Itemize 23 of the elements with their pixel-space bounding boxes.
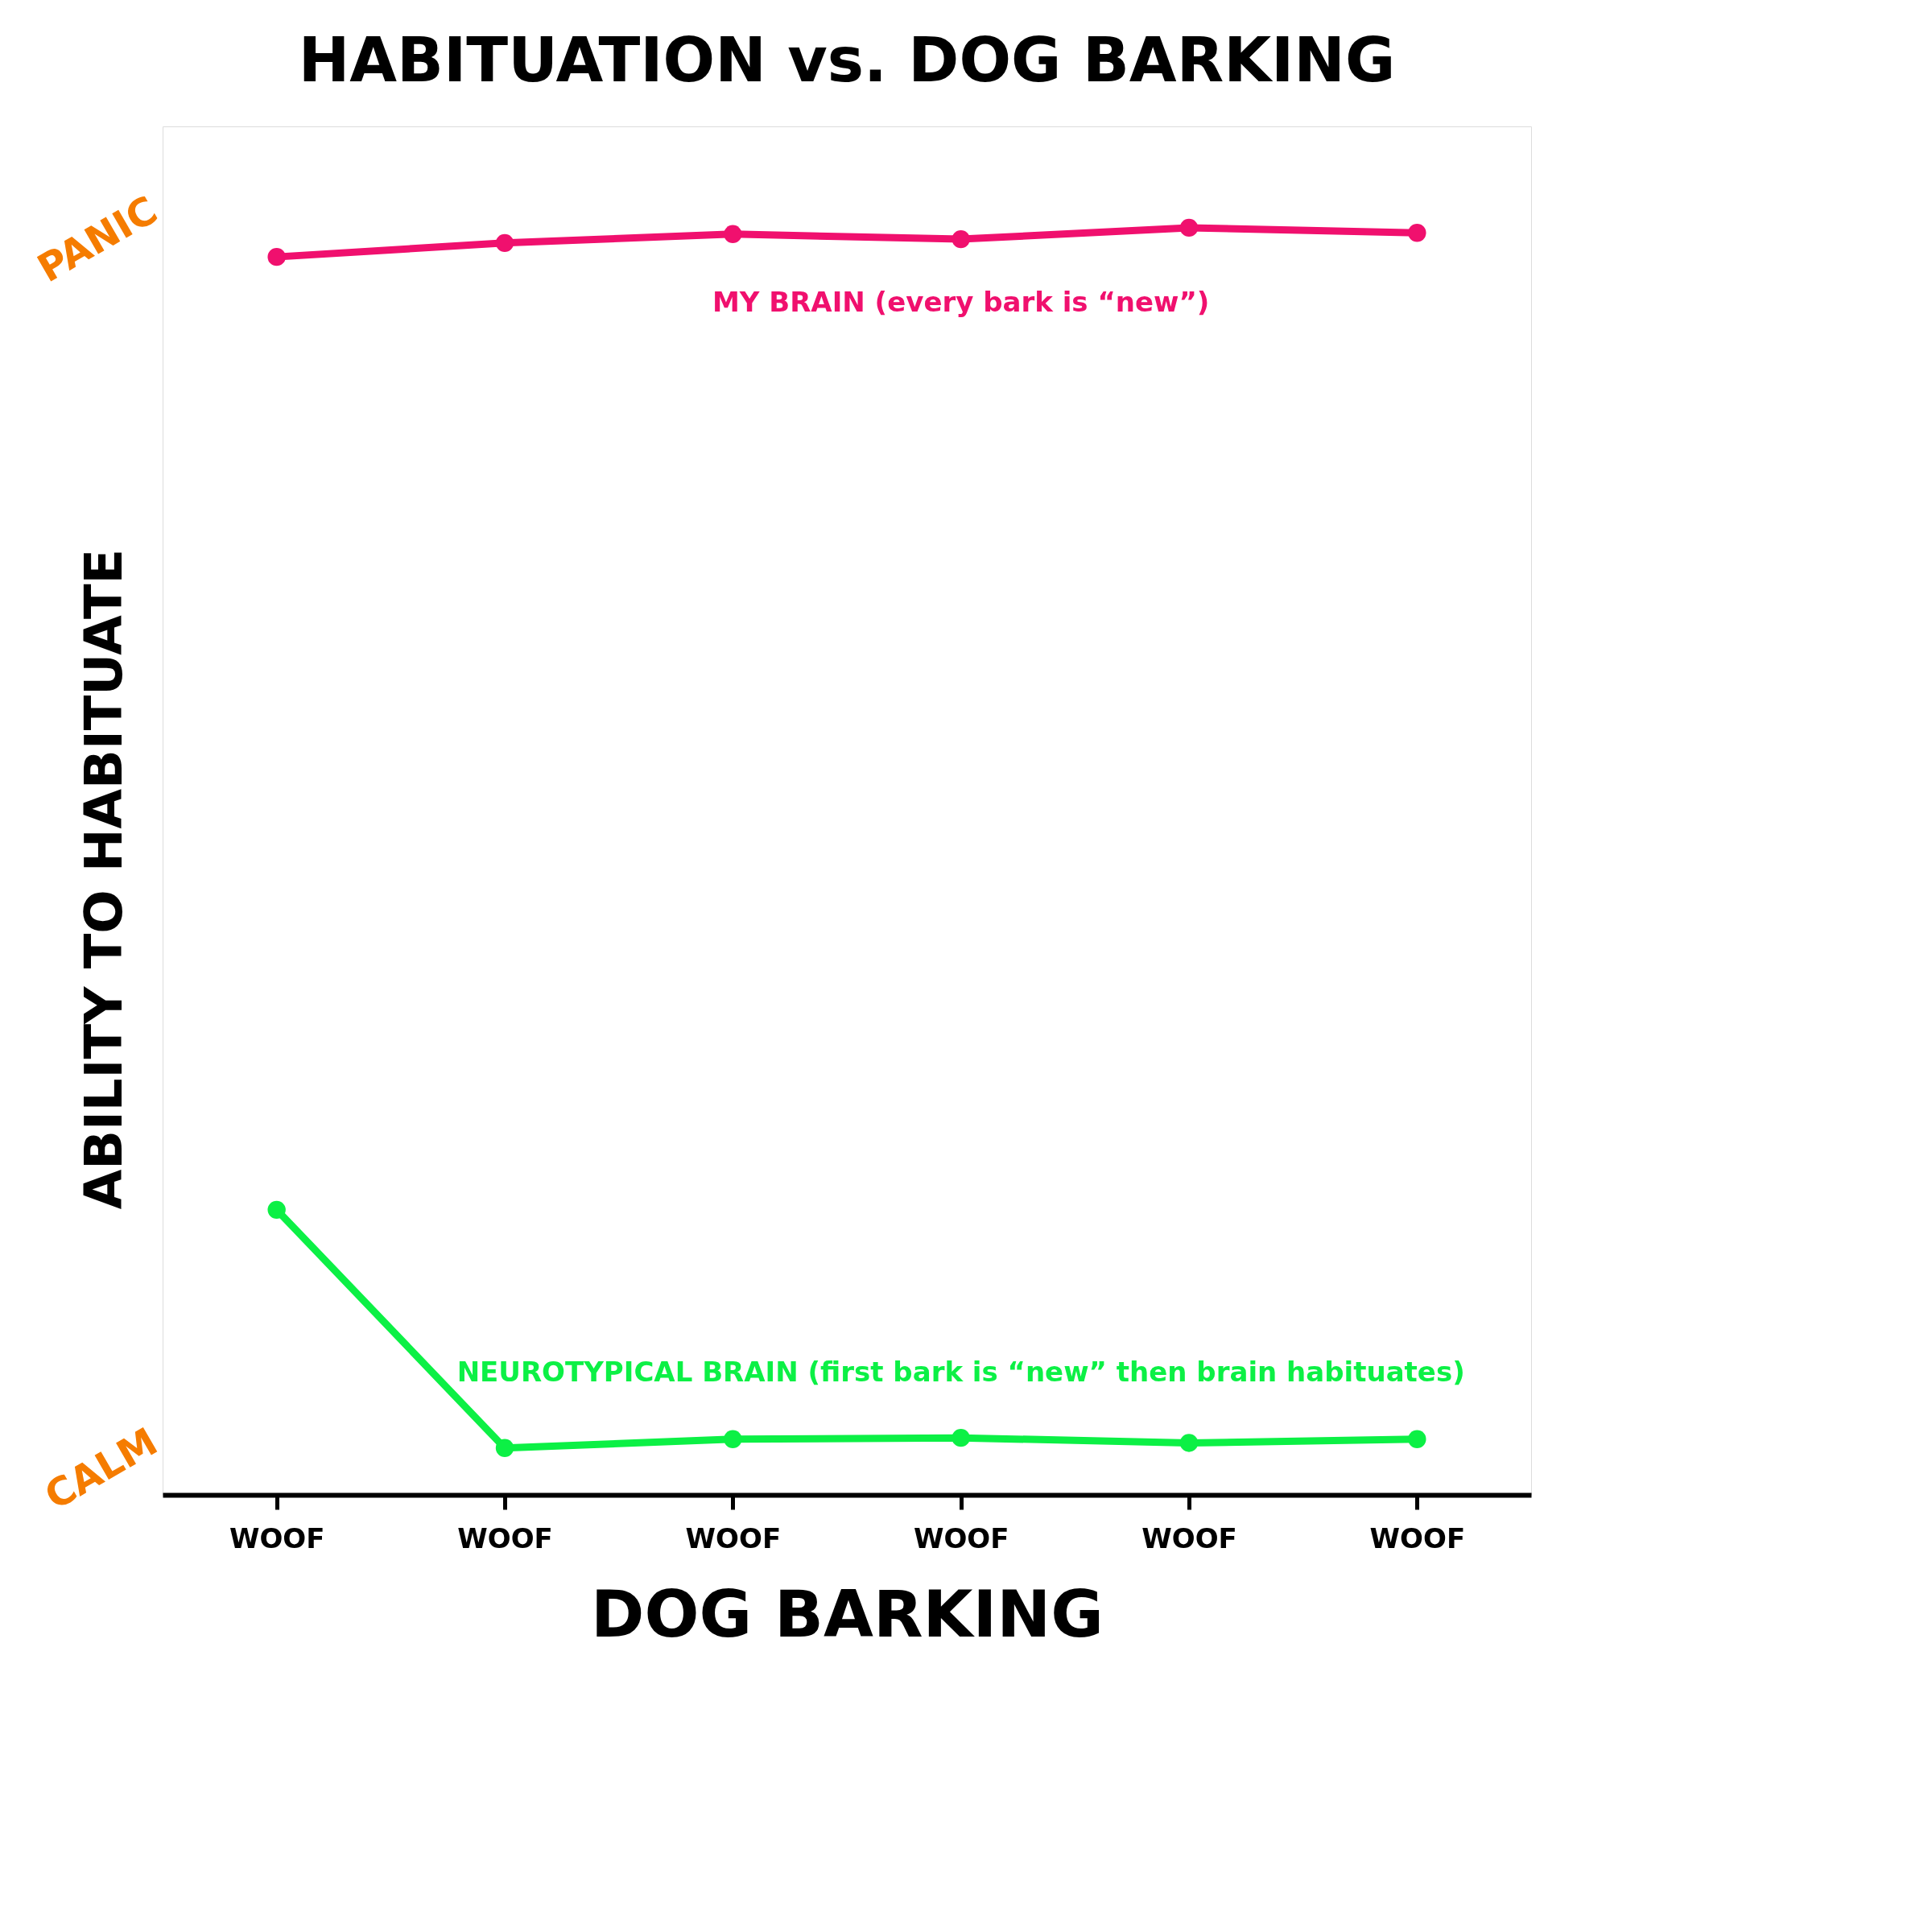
series-label: NEUROTYPICAL BRAIN (first bark is “new” then brain habituates) <box>456 1356 1465 1389</box>
x-axis-title: DOG BARKING <box>591 1576 1104 1652</box>
point <box>267 1200 286 1219</box>
point <box>952 1429 970 1447</box>
point <box>1408 1430 1426 1448</box>
x-tick-label: WOOF <box>457 1521 553 1554</box>
y-axis-title: ABILITY TO HABITUATE <box>74 548 134 1210</box>
x-tick-label: WOOF <box>1369 1521 1466 1554</box>
x-tick-label: WOOF <box>913 1521 1009 1554</box>
x-tick-label: WOOF <box>685 1521 782 1554</box>
point <box>495 233 514 252</box>
point <box>1408 224 1426 242</box>
series-label: MY BRAIN (every bark is “new”) <box>712 286 1210 319</box>
point <box>1179 218 1199 237</box>
point <box>724 1430 742 1448</box>
point <box>495 1439 514 1457</box>
x-tick-label: WOOF <box>1141 1521 1237 1554</box>
chart-title: HABITUATION vs. DOG BARKING <box>298 24 1396 96</box>
point <box>952 229 970 249</box>
point <box>724 225 742 243</box>
x-tick-label: WOOF <box>229 1521 325 1554</box>
point <box>267 247 286 266</box>
point <box>1179 1434 1199 1452</box>
